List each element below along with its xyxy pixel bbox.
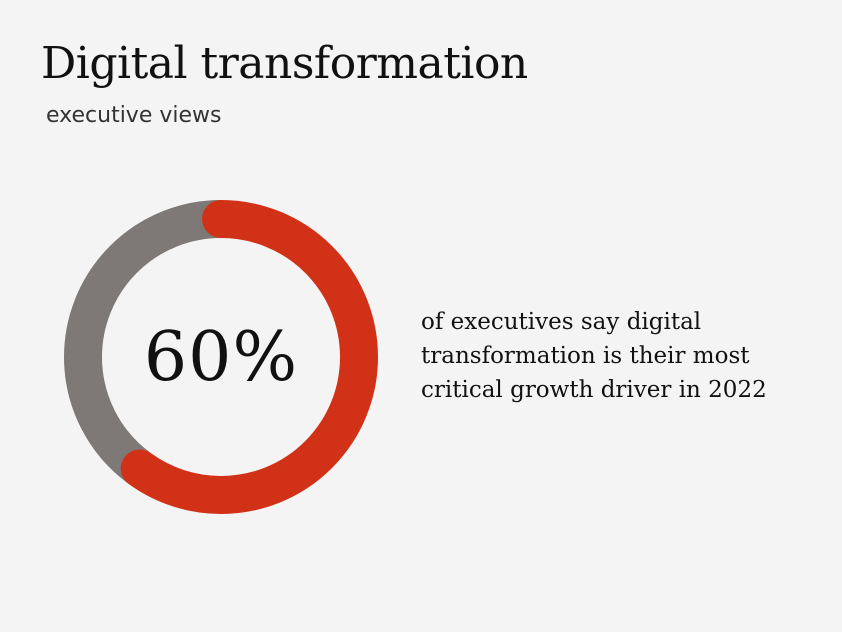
page-subtitle: executive views xyxy=(46,103,222,128)
donut-slice-highlight xyxy=(64,200,378,514)
donut-chart: 60% xyxy=(63,199,379,515)
page-title: Digital transformation xyxy=(41,38,528,89)
donut-chart-svg xyxy=(64,200,378,514)
caption-line-1: of executives say digital xyxy=(421,309,702,335)
caption-line-2: transformation is their most xyxy=(421,343,750,369)
caption-line-3: critical growth driver in 2022 xyxy=(421,377,767,403)
stat-caption: of executives say digital transformation… xyxy=(421,305,781,407)
